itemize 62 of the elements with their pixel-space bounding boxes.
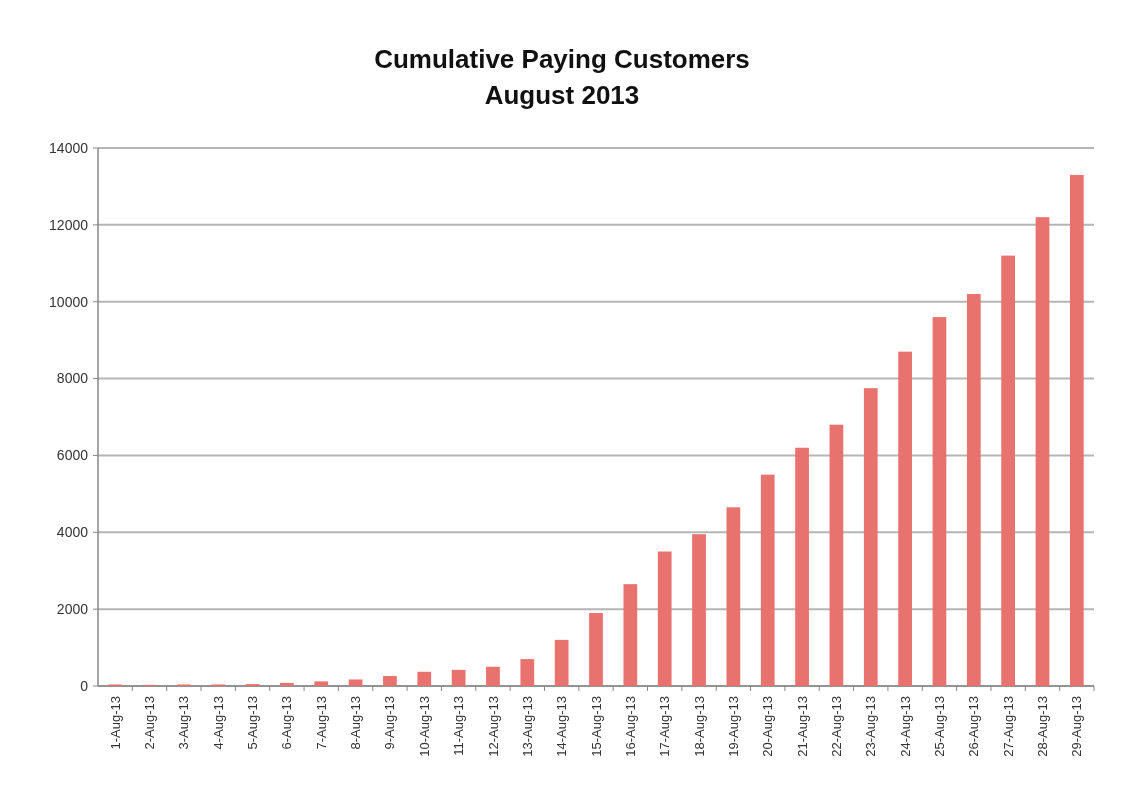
bar — [589, 612, 603, 686]
x-tick-label: 6-Aug-13 — [279, 696, 295, 750]
bar — [726, 507, 741, 686]
y-tick-label: 2000 — [56, 601, 89, 618]
x-tick-label: 7-Aug-13 — [313, 696, 329, 750]
y-tick-label: 8000 — [56, 370, 89, 387]
bar — [932, 317, 947, 686]
x-tick-label: 10-Aug-13 — [416, 696, 432, 757]
y-tick-label: 6000 — [56, 447, 89, 464]
y-tick-label: 14000 — [49, 139, 89, 156]
x-tick-label: 26-Aug-13 — [966, 696, 982, 757]
x-tick-label: 5-Aug-13 — [245, 696, 261, 750]
bar — [280, 682, 294, 686]
y-tick-label: 4000 — [56, 524, 89, 541]
bar — [795, 447, 809, 686]
bar — [623, 584, 638, 686]
x-tick-label: 27-Aug-13 — [1000, 696, 1016, 757]
x-tick-label: 8-Aug-13 — [348, 696, 364, 750]
x-tick-label: 11-Aug-13 — [451, 696, 467, 756]
x-tick-label: 25-Aug-13 — [932, 696, 947, 757]
x-tick-label: 13-Aug-13 — [519, 696, 535, 757]
x-tick-label: 28-Aug-13 — [1035, 696, 1051, 757]
x-tick-label: 2-Aug-13 — [142, 696, 158, 750]
x-tick-label: 22-Aug-13 — [828, 696, 844, 757]
bar — [383, 676, 397, 686]
bar — [486, 666, 500, 686]
bar — [314, 681, 329, 686]
bar — [554, 639, 569, 686]
x-tick-label: 20-Aug-13 — [760, 696, 776, 757]
bar — [829, 424, 844, 686]
x-tick-label: 3-Aug-13 — [176, 696, 192, 750]
x-tick-label: 16-Aug-13 — [622, 696, 638, 757]
x-tick-label: 24-Aug-13 — [897, 696, 913, 757]
y-tick-label: 12000 — [49, 216, 89, 233]
x-tick-label: 19-Aug-13 — [725, 696, 741, 757]
bar — [417, 671, 432, 686]
x-tick-label: 15-Aug-13 — [588, 696, 604, 757]
bar — [1001, 255, 1016, 686]
bar — [1035, 217, 1050, 686]
bar — [898, 351, 912, 686]
y-tick-label: 0 — [80, 677, 89, 694]
chart-title: Cumulative Paying Customers August 2013 — [374, 44, 750, 110]
bar — [692, 534, 706, 686]
x-tick-label: 14-Aug-13 — [554, 696, 570, 757]
x-tick-label: 17-Aug-13 — [657, 696, 673, 757]
bar — [966, 294, 981, 686]
x-tick-label: 21-Aug-13 — [794, 696, 810, 757]
x-tick-label: 12-Aug-13 — [485, 696, 501, 757]
bar — [520, 659, 535, 686]
bar — [863, 388, 878, 686]
bar — [760, 474, 775, 686]
bar — [348, 679, 363, 686]
x-tick-label: 23-Aug-13 — [863, 696, 879, 757]
x-tick-label: 18-Aug-13 — [691, 696, 707, 757]
bar — [657, 551, 672, 686]
y-tick-label: 10000 — [49, 293, 89, 310]
x-tick-label: 9-Aug-13 — [382, 696, 398, 750]
x-tick-label: 1-Aug-13 — [107, 696, 123, 750]
x-tick-label: 29-Aug-13 — [1069, 696, 1085, 757]
bar — [451, 669, 466, 686]
bar — [1069, 174, 1084, 686]
x-tick-label: 4-Aug-13 — [210, 696, 226, 750]
